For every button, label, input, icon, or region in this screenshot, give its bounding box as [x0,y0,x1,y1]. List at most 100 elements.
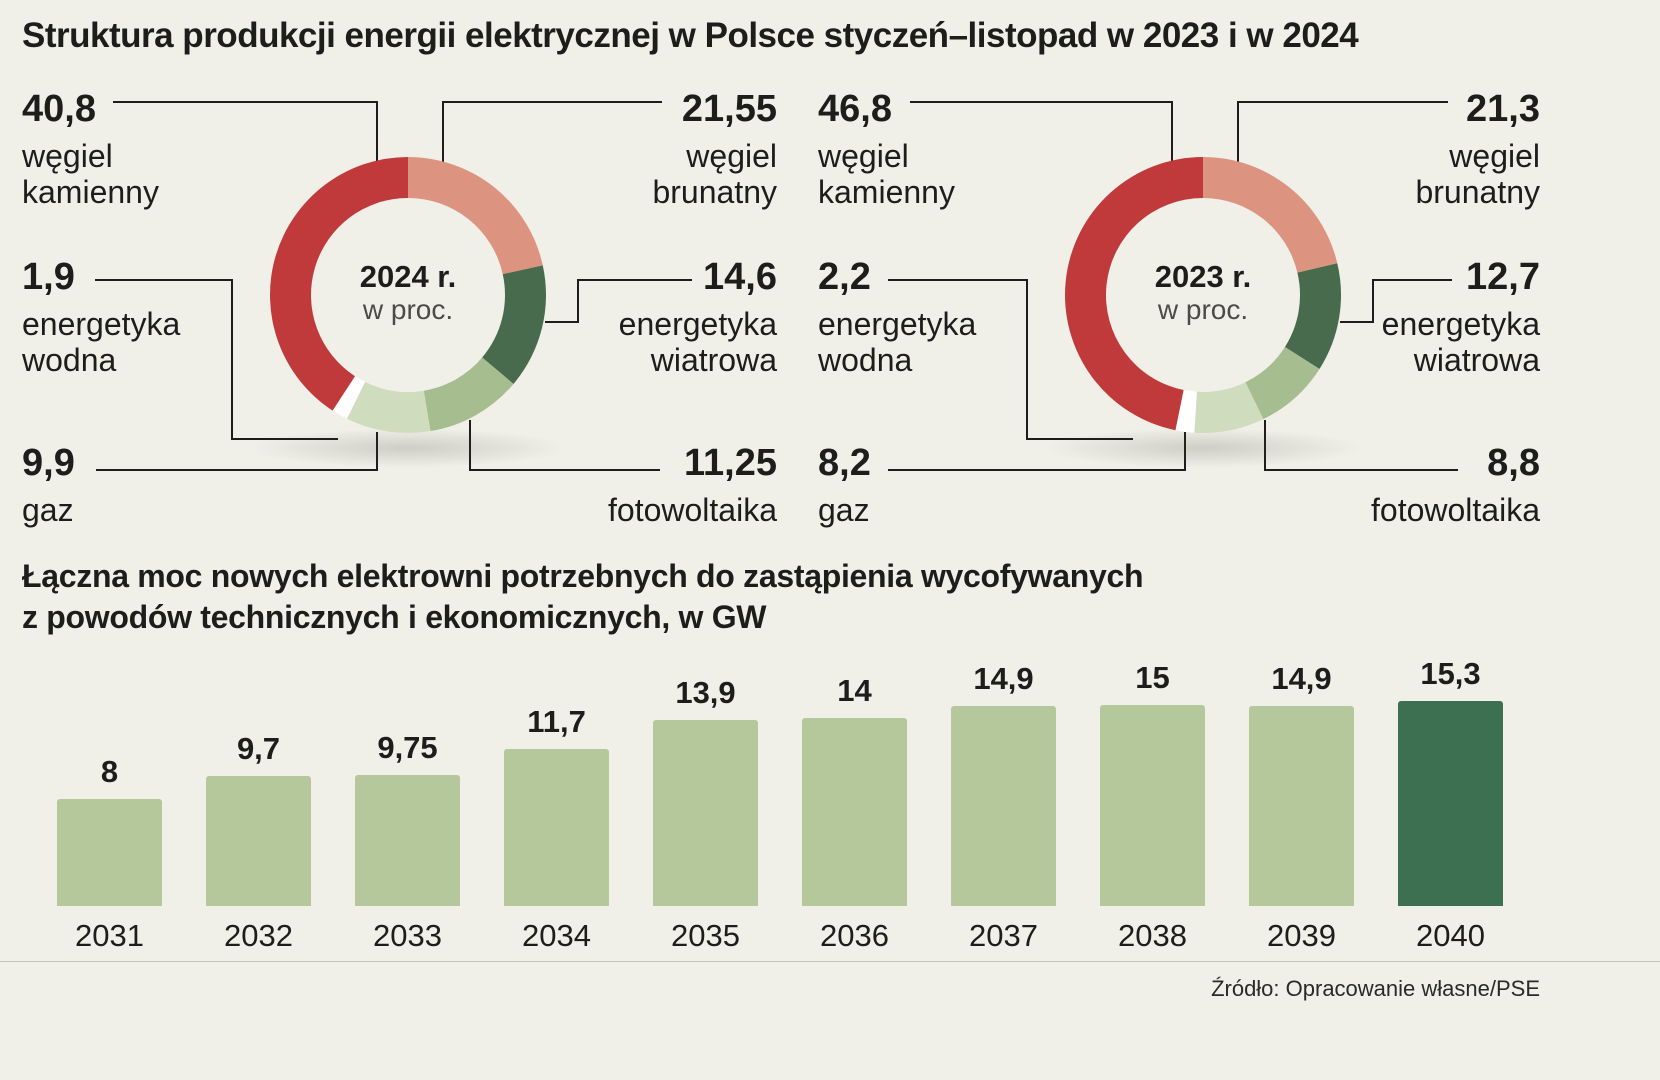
bar-2039 [1249,706,1354,906]
bar-value-label: 9,7 [236,731,281,766]
bar-column-2031: 8 2031 [35,648,184,954]
segment-label-fotowoltaika-2023: 8,8 fotowoltaika [1210,443,1540,529]
bar-2038 [1100,705,1205,906]
bar-column-2034: 11,7 2034 [482,648,631,954]
segment-value: 40,8 [22,88,96,130]
donut-segment-wegiel-kamienny [269,157,408,411]
bar-value-label: 8 [100,754,119,789]
segment-value: 9,9 [22,442,75,484]
donut-center-2024: 2024 r. w proc. [298,259,518,326]
bar-2036 [802,718,907,906]
bar-year-label: 2039 [1267,918,1336,953]
leader-line [1264,420,1458,471]
segment-label-wegiel-kamienny-2023: 46,8 węgiel kamienny [818,89,1028,211]
donut-shadow-2023 [1043,428,1363,468]
donut-segment-energetyka-wiatrowa [1284,263,1341,369]
segment-name: fotowoltaika [1371,491,1540,528]
leader-line [113,101,378,162]
donut-chart-2024 [269,157,546,433]
leader-line [1237,101,1448,162]
segment-name: węgiel kamienny [22,137,159,210]
segment-name: energetyka wodna [22,305,181,378]
segment-value: 14,6 [703,256,777,298]
donut-segment-gaz [1194,382,1264,433]
leader-line [910,101,1173,162]
donut-center-2023: 2023 r. w proc. [1093,259,1313,326]
segment-label-wegiel-brunatny-2024: 21,55 węgiel brunatny [567,88,777,211]
segment-name: gaz [22,491,74,528]
segment-label-energetyka-wiatrowa-2024: 14,6 energetyka wiatrowa [567,256,777,379]
segment-value: 1,9 [22,256,75,298]
bar-chart-title: Łączna moc nowych elektrowni potrzebnych… [22,556,1144,638]
segment-value: 21,3 [1466,88,1540,130]
bar-2040 [1398,701,1503,906]
bar-column-2038: 15 2038 [1078,648,1227,954]
bar-year-label: 2032 [224,918,293,953]
bar-value-label: 14,9 [1271,661,1332,696]
bar-2037 [951,706,1056,906]
segment-name: energetyka wodna [818,305,977,378]
bar-2033 [355,775,460,906]
bar-column-2033: 9,75 2033 [333,648,482,954]
leader-line [96,432,378,471]
leader-line [95,279,338,440]
segment-label-wegiel-brunatny-2023: 21,3 węgiel brunatny [1330,88,1540,211]
bar-year-label: 2035 [671,918,740,953]
segment-name: węgiel brunatny [652,137,777,210]
bar-year-label: 2038 [1118,918,1187,953]
bar-column-2035: 13,9 2035 [631,648,780,954]
bar-value-label: 13,9 [675,675,736,710]
segment-name: energetyka wiatrowa [618,305,777,378]
donut-segment-gaz [346,381,431,433]
leader-line [888,432,1186,471]
segment-label-fotowoltaika-2024: 11,25 fotowoltaika [447,443,777,529]
donut-segment-wegiel-brunatny [408,157,543,275]
bar-stack: 14,9 [951,648,1056,906]
donut-year-2024: 2024 r. [359,259,457,294]
bar-value-label: 9,75 [377,730,438,765]
bar-column-2037: 14,9 2037 [929,648,1078,954]
segment-name: fotowoltaika [608,491,777,528]
donut-unit-2023: w proc. [1157,294,1249,326]
leader-line [545,279,692,323]
bar-stack: 14,9 [1249,648,1354,906]
bar-stack: 9,7 [206,648,311,906]
bar-2035 [653,720,758,906]
bar-column-2032: 9,7 2032 [184,648,333,954]
leader-line [888,279,1133,440]
segment-name: energetyka wiatrowa [1381,305,1540,378]
segment-label-gaz-2023: 8,2 gaz [818,443,1148,529]
source-credit: Źródło: Opracowanie własne/PSE [1211,976,1540,1001]
segment-value: 21,55 [681,88,777,130]
leader-line [1340,279,1452,323]
leader-line [469,420,660,471]
donut-charts-section: 2024 r. w proc. 2023 r. w proc. 21,55 węg… [0,82,1660,552]
bar-year-label: 2031 [75,918,144,953]
footer-divider [0,961,1660,962]
bar-stack: 9,75 [355,648,460,906]
bar-stack: 15 [1100,648,1205,906]
bar-stack: 14 [802,648,907,906]
donut-segment-wegiel-brunatny [1203,157,1338,273]
donut-segment-energetyka-wodna [332,376,366,419]
segment-label-wegiel-kamienny-2024: 40,8 węgiel kamienny [22,88,232,211]
donut-segment-energetyka-wodna [1175,390,1197,433]
segment-label-energetyka-wiatrowa-2023: 12,7 energetyka wiatrowa [1330,256,1540,379]
bar-value-label: 11,7 [527,704,586,739]
bar-year-label: 2040 [1416,918,1485,953]
bar-value-label: 15 [1135,660,1170,695]
segment-value: 12,7 [1466,256,1540,298]
segment-name: węgiel kamienny [818,137,955,210]
bar-value-label: 14 [837,673,872,708]
page-title: Struktura produkcji energii elektrycznej… [22,16,1359,55]
segment-label-energetyka-wodna-2023: 2,2 energetyka wodna [818,256,1028,379]
bar-2031 [57,799,162,906]
bar-value-label: 15,3 [1420,656,1481,691]
bar-year-label: 2034 [522,918,591,953]
bar-chart-title-line1: Łączna moc nowych elektrowni potrzebnych… [22,558,1144,594]
segment-value: 2,2 [818,256,871,298]
bar-stack: 15,3 [1398,648,1503,906]
bar-year-label: 2037 [969,918,1038,953]
bar-chart: 8 2031 9,7 2032 9,75 2033 11,7 2034 13,9 2035 14 20… [35,648,1525,954]
